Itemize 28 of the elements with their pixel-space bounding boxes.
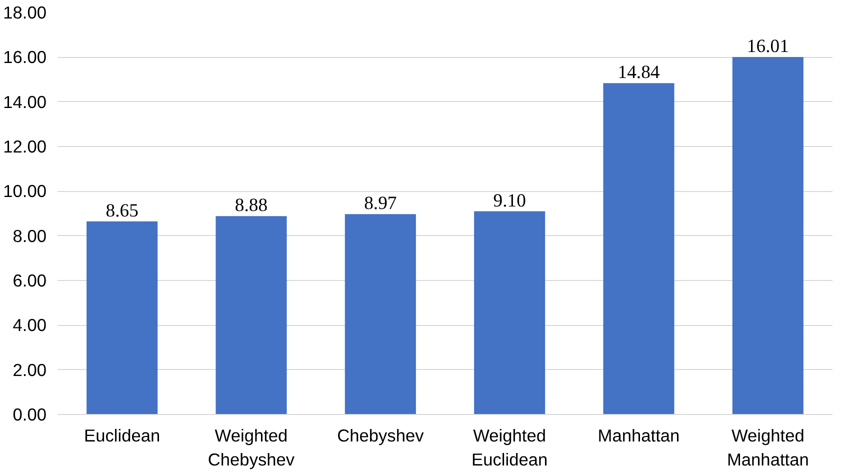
data-label: 14.84: [618, 62, 660, 84]
y-tick-label: 6.00: [12, 270, 47, 290]
y-tick-label: 16.00: [3, 47, 47, 68]
x-tick-label: Chebyshev: [337, 426, 424, 446]
bar: [732, 56, 804, 414]
data-label: 8.65: [106, 200, 138, 222]
bar: [603, 83, 674, 414]
y-tick-label: 10.00: [3, 181, 47, 202]
x-tick-label: Weighted Chebyshev: [208, 426, 295, 470]
y-tick-label: 4.00: [12, 315, 47, 336]
bar: [474, 211, 546, 414]
bar: [86, 221, 158, 414]
y-tick-label: 14.00: [3, 92, 47, 112]
data-label: 9.10: [493, 190, 526, 212]
x-tick-label: Weighted Euclidean: [472, 426, 548, 470]
y-tick-label: 8.00: [12, 226, 47, 246]
x-tick-label: Weighted Manhattan: [726, 426, 809, 470]
data-label: 8.97: [364, 193, 397, 214]
bar: [344, 214, 416, 414]
data-label: 8.88: [234, 195, 268, 216]
data-label: 16.01: [746, 36, 789, 57]
y-tick-label: 2.00: [12, 360, 47, 380]
y-tick-label: 18.00: [3, 2, 47, 22]
bar: [216, 216, 287, 414]
y-tick-label: 0.00: [12, 404, 47, 424]
x-tick-label: Euclidean: [84, 426, 160, 446]
y-tick-label: 12.00: [3, 136, 47, 156]
x-tick-label: Manhattan: [598, 426, 680, 446]
